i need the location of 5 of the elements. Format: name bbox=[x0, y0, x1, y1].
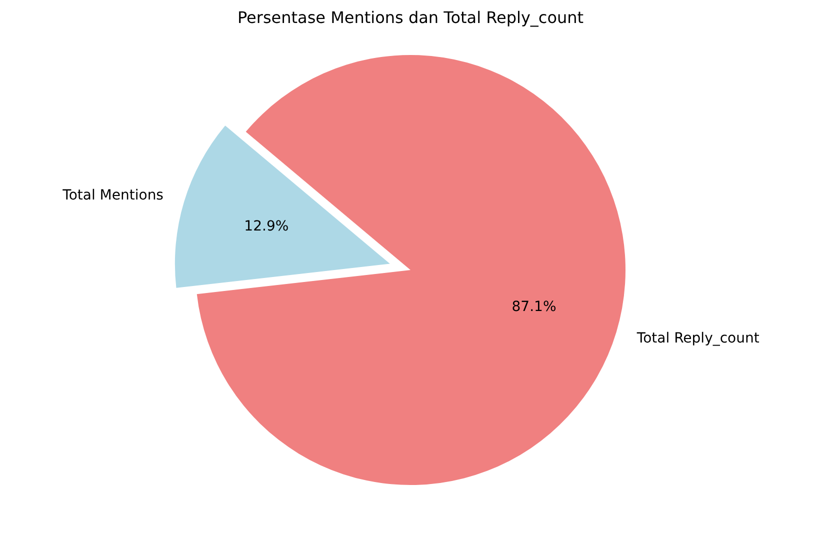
slice-label: Total Mentions bbox=[62, 188, 164, 204]
slice-label: Total Reply_count bbox=[636, 330, 760, 346]
chart-title: Persentase Mentions dan Total Reply_count bbox=[237, 8, 584, 27]
data-label: 12.9% bbox=[244, 218, 289, 235]
data-label: 87.1% bbox=[512, 299, 556, 316]
